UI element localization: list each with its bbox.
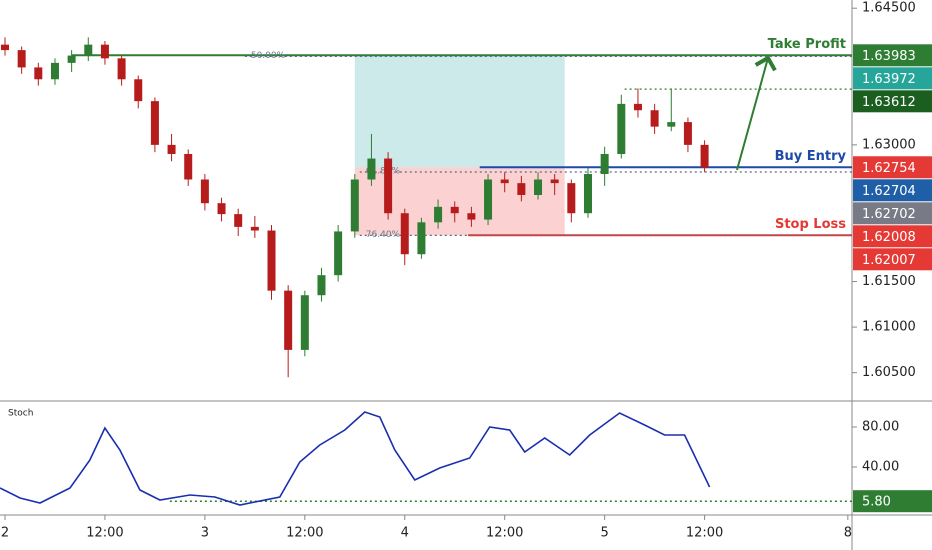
candle-body bbox=[334, 231, 343, 276]
price-label: 1.63983 bbox=[862, 49, 916, 64]
candle-body bbox=[517, 183, 526, 195]
fib-label: 61.80% bbox=[366, 167, 401, 177]
target-arrow bbox=[736, 55, 777, 171]
candle-body bbox=[350, 179, 359, 232]
candle-body bbox=[400, 213, 409, 255]
candle-body bbox=[450, 206, 459, 214]
x-tick-label: 4 bbox=[401, 526, 409, 541]
candle-body bbox=[600, 153, 609, 175]
level-box bbox=[853, 490, 932, 513]
candle-body bbox=[583, 174, 592, 214]
candle-body bbox=[200, 179, 209, 204]
price-label: 1.62008 bbox=[862, 230, 916, 245]
candle-body bbox=[417, 222, 426, 255]
zone bbox=[354, 55, 565, 168]
stoch-title: Stoch bbox=[8, 409, 33, 419]
candle-body bbox=[234, 214, 243, 227]
candle-body bbox=[117, 58, 126, 80]
candle-body bbox=[0, 44, 9, 51]
price-label: 1.62704 bbox=[862, 184, 916, 199]
x-tick-label: 2 bbox=[1, 526, 9, 541]
x-tick-label: 5 bbox=[601, 526, 609, 541]
y-tick-label: 1.61500 bbox=[862, 274, 916, 289]
level-label: Take Profit bbox=[768, 37, 846, 52]
candle-body bbox=[550, 179, 559, 184]
y-tick-label: 1.64500 bbox=[862, 1, 916, 16]
price-label-box bbox=[853, 90, 932, 113]
price-label: 1.62702 bbox=[862, 207, 916, 222]
candle-body bbox=[700, 144, 709, 168]
candle-body bbox=[84, 44, 93, 56]
price-label: 1.63972 bbox=[862, 72, 916, 87]
candle-body bbox=[167, 144, 176, 154]
price-label-box bbox=[853, 225, 932, 248]
candle-body bbox=[617, 103, 626, 154]
candle-body bbox=[484, 179, 493, 220]
price-label-box bbox=[853, 202, 932, 225]
candle-body bbox=[100, 44, 109, 59]
candle-body bbox=[134, 79, 143, 102]
level-label: Buy Entry bbox=[775, 149, 847, 164]
candle-body bbox=[650, 110, 659, 127]
candle-body bbox=[250, 226, 259, 231]
x-tick-label: 12:00 bbox=[286, 526, 323, 541]
candle-body bbox=[317, 275, 326, 296]
candle-body bbox=[284, 290, 293, 350]
level-box-label: 5.80 bbox=[862, 495, 891, 510]
x-tick-label: 12:00 bbox=[486, 526, 523, 541]
candle-body bbox=[67, 55, 76, 63]
stoch-line bbox=[0, 411, 711, 506]
candle-body bbox=[384, 158, 393, 214]
level-label: Stop Loss bbox=[775, 217, 846, 232]
candle-body bbox=[267, 230, 276, 291]
candle-body bbox=[50, 62, 59, 80]
fib-label: 76.40% bbox=[366, 230, 401, 240]
candle-body bbox=[184, 153, 193, 180]
x-tick-label: 12:00 bbox=[86, 526, 123, 541]
candle-body bbox=[150, 101, 159, 145]
candle-body bbox=[34, 67, 43, 80]
candle-body bbox=[367, 158, 376, 180]
fib-label: 50.00% bbox=[251, 51, 286, 61]
price-label: 1.62007 bbox=[862, 253, 916, 268]
price-label: 1.62754 bbox=[862, 161, 916, 176]
candle-body bbox=[534, 179, 543, 195]
candle-body bbox=[633, 103, 642, 111]
x-tick-label: 3 bbox=[201, 526, 209, 541]
y-tick-label: 80.00 bbox=[862, 420, 899, 435]
price-label: 1.63612 bbox=[862, 95, 916, 110]
candle-body bbox=[467, 213, 476, 220]
y-tick-label: 1.63000 bbox=[862, 137, 916, 152]
candle-body bbox=[683, 122, 692, 145]
candle-body bbox=[434, 206, 443, 223]
candle-body bbox=[500, 179, 509, 184]
candle-body bbox=[667, 122, 676, 127]
price-label-box bbox=[853, 67, 932, 90]
y-tick-label: 1.60500 bbox=[862, 365, 916, 380]
x-tick-label: 12:00 bbox=[686, 526, 723, 541]
candle-body bbox=[17, 50, 26, 68]
price-label-box bbox=[853, 179, 932, 202]
candle-body bbox=[217, 203, 226, 215]
price-label-box bbox=[853, 44, 932, 67]
y-tick-label: 1.61000 bbox=[862, 320, 916, 335]
x-tick-label: 8 bbox=[844, 526, 852, 541]
price-label-box bbox=[853, 248, 932, 271]
candle-body bbox=[300, 295, 309, 350]
price-label-box bbox=[853, 156, 932, 179]
y-tick-label: 40.00 bbox=[862, 460, 899, 475]
candle-body bbox=[567, 183, 576, 214]
